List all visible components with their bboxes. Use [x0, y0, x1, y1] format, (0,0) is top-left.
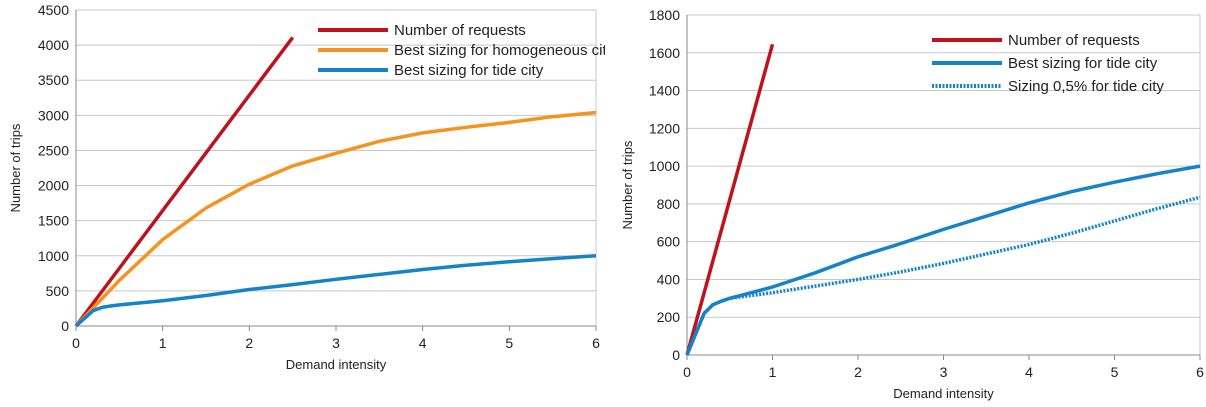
series-line-2 [74, 254, 597, 328]
y-tick-label: 1500 [38, 213, 69, 229]
series-line-0 [685, 43, 775, 356]
series-line-1 [685, 164, 1201, 356]
y-tick-label: 3000 [38, 107, 69, 123]
x-tick-label: 2 [245, 335, 253, 351]
y-tick-label: 1600 [649, 45, 680, 61]
series-line-0 [74, 36, 295, 328]
y-tick-label: 800 [657, 196, 681, 212]
x-tick-label: 5 [1111, 364, 1119, 380]
x-tick-label: 6 [592, 335, 600, 351]
y-tick-label: 1800 [649, 7, 680, 23]
y-axis-title: Number of trips [8, 123, 23, 212]
y-tick-label: 2500 [38, 142, 69, 158]
y-tick-label: 0 [61, 318, 69, 334]
chart-left: 0 500 1000 1500 2000 2500 3000 3500 4000 4500 0 1 2 3… [8, 2, 605, 372]
legend-label-1: Best sizing for homogeneous city [394, 42, 605, 59]
legend-label-2: Sizing 0,5% for tide city [1008, 78, 1164, 95]
y-tick-label: 400 [657, 271, 681, 287]
y-tick-label: 4500 [38, 2, 69, 18]
x-tick-label: 4 [419, 335, 427, 351]
y-tick-label: 500 [46, 283, 70, 299]
y-tick-label: 4000 [38, 37, 69, 53]
y-tick-label: 1000 [649, 158, 680, 174]
series-line-1 [74, 110, 597, 328]
y-tick-label: 1000 [38, 248, 69, 264]
legend-label-0: Number of requests [394, 22, 526, 39]
legend-label-0: Number of requests [1008, 32, 1140, 49]
y-tick-label: 3500 [38, 72, 69, 88]
x-tick-label: 5 [505, 335, 513, 351]
y-tick-label: 1200 [649, 120, 680, 136]
x-tick-label: 1 [159, 335, 167, 351]
x-tick-label: 6 [1196, 364, 1204, 380]
x-tick-label: 3 [940, 364, 948, 380]
y-tick-label: 0 [672, 347, 680, 363]
y-tick-label: 600 [657, 234, 681, 250]
x-axis-title: Demand intensity [286, 357, 387, 372]
legend-label-2: Best sizing for tide city [394, 62, 544, 79]
chart-right: 0 200 400 600 800 1000 1200 1400 1600 1800 0 1 2 3 4 5 6… [620, 7, 1204, 401]
x-tick-label: 0 [72, 335, 80, 351]
x-tick-label: 2 [854, 364, 862, 380]
x-tick-label: 1 [769, 364, 777, 380]
y-axis-title: Number of trips [620, 140, 635, 229]
y-tick-label: 1400 [649, 83, 680, 99]
x-axis-title: Demand intensity [893, 386, 994, 401]
legend-label-1: Best sizing for tide city [1008, 55, 1158, 72]
x-tick-label: 0 [683, 364, 691, 380]
y-tick-label: 2000 [38, 178, 69, 194]
y-tick-label: 200 [657, 309, 681, 325]
x-tick-label: 3 [332, 335, 340, 351]
x-tick-label: 4 [1025, 364, 1033, 380]
series-line-2 [685, 195, 1201, 356]
